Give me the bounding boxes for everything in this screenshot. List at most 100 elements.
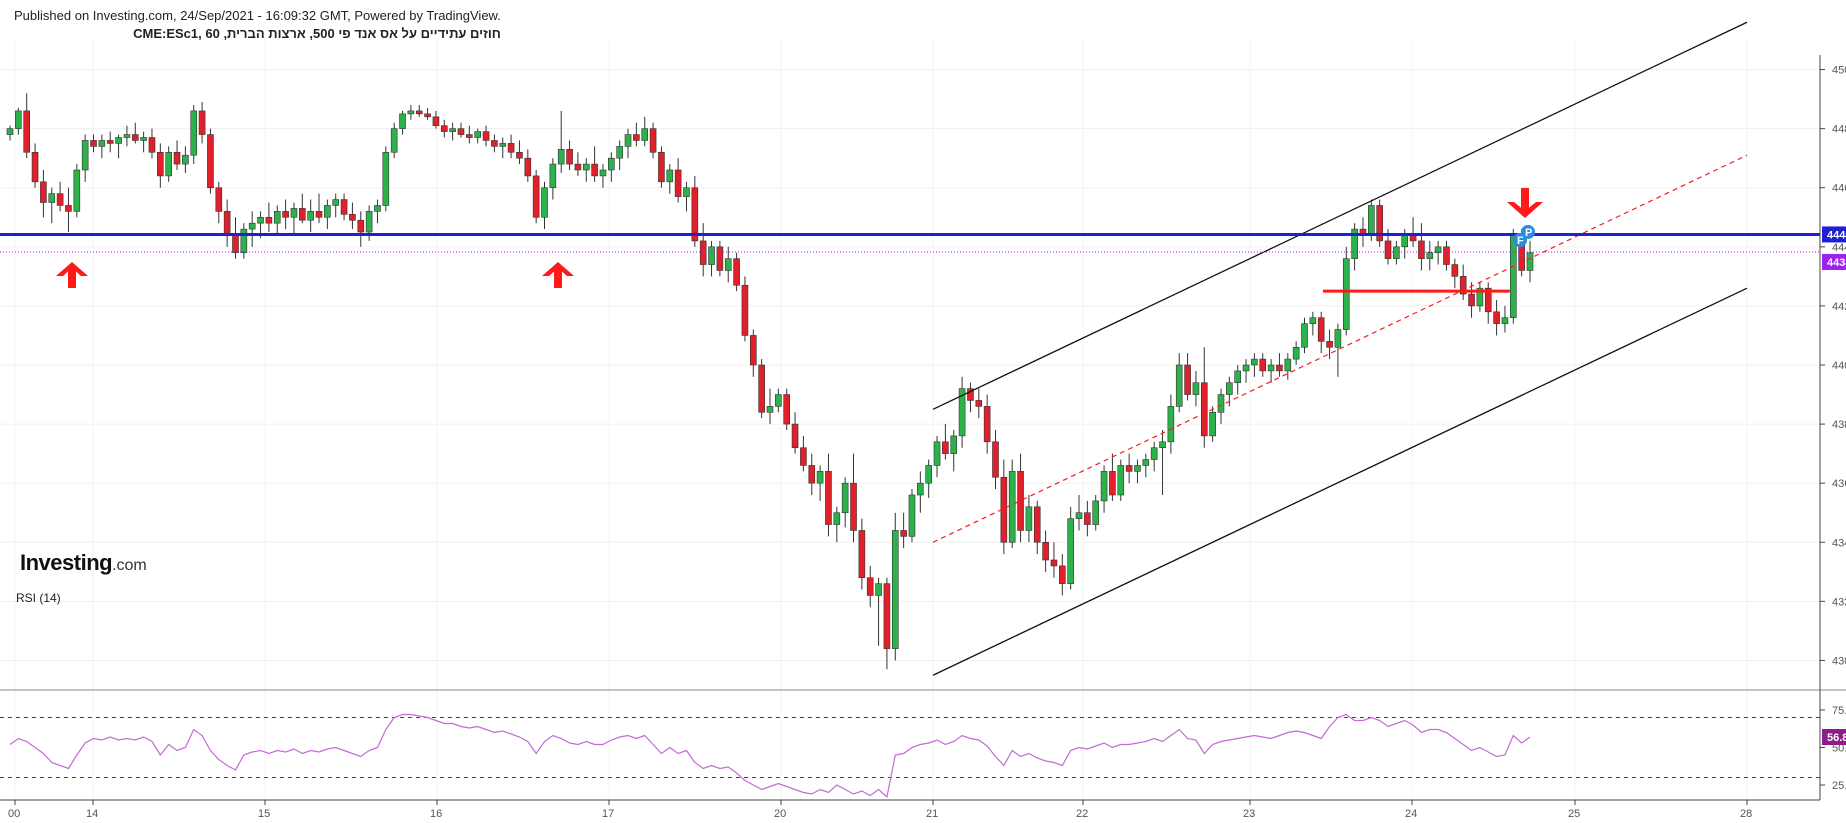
candle <box>1401 234 1409 248</box>
candle <box>967 388 974 401</box>
candle <box>866 577 874 596</box>
y-tick-label: 4340.00 <box>1832 537 1846 549</box>
candle <box>566 149 573 165</box>
candle <box>1050 559 1058 567</box>
candle <box>741 284 749 336</box>
instrument-title: חוזים עתידיים על אס אנד פי 500, ארצות הב… <box>133 26 501 41</box>
candle <box>407 110 415 115</box>
candle <box>1326 341 1333 348</box>
candle <box>1267 364 1275 372</box>
rsi-y-tick-label: 50.0000 <box>1832 743 1846 755</box>
y-tick-label: 4320.00 <box>1832 596 1846 608</box>
logo-suffix: .com <box>112 557 147 574</box>
candle <box>666 169 674 183</box>
candle <box>432 116 440 126</box>
candle <box>1017 471 1024 531</box>
candle <box>800 447 807 466</box>
candle <box>1251 358 1258 366</box>
event-marker-p[interactable] <box>1521 225 1535 239</box>
candle <box>140 137 147 141</box>
candle <box>215 187 223 212</box>
candle <box>182 154 189 165</box>
candle <box>658 151 665 183</box>
candle <box>758 364 765 413</box>
chart-header: Published on Investing.com, 24/Sep/2021 … <box>14 8 501 41</box>
candle <box>48 193 56 203</box>
candle <box>1259 358 1267 372</box>
y-tick-label: 4440.00 <box>1832 242 1846 254</box>
candle <box>198 110 206 135</box>
candle <box>1117 465 1125 496</box>
candle <box>532 175 540 218</box>
candle <box>1342 258 1350 330</box>
x-tick-label: 00 <box>8 808 20 820</box>
candle <box>248 222 256 230</box>
candle <box>1159 441 1166 449</box>
candle <box>23 110 31 153</box>
y-tick-label: 4460.00 <box>1832 183 1846 195</box>
candle <box>724 258 732 271</box>
rsi-title: RSI (14) <box>16 591 61 605</box>
candle <box>1067 518 1074 584</box>
candle <box>900 530 907 537</box>
candle <box>1084 512 1091 525</box>
candle <box>1334 329 1342 348</box>
candle <box>608 157 615 171</box>
candle <box>273 211 281 224</box>
candle <box>1393 246 1400 259</box>
candle <box>1434 246 1442 254</box>
candle <box>499 143 507 147</box>
candle <box>1192 382 1200 395</box>
candle <box>850 482 857 531</box>
candle <box>766 406 774 413</box>
candle <box>825 471 832 525</box>
candle <box>1008 471 1016 543</box>
candle <box>157 151 164 177</box>
candle <box>106 140 114 144</box>
candle <box>131 134 139 141</box>
candle <box>340 199 348 215</box>
candle <box>749 335 757 366</box>
candle <box>207 134 214 189</box>
up-arrow-mid <box>542 262 574 276</box>
candle <box>1476 287 1484 307</box>
candle <box>1451 264 1459 277</box>
candle <box>691 187 699 242</box>
candle <box>232 234 239 254</box>
y-tick-label: 4480.00 <box>1832 124 1846 136</box>
x-tick-label: 23 <box>1243 808 1255 820</box>
candle <box>282 211 289 218</box>
candle <box>925 465 932 484</box>
channel-lower-line <box>932 287 1748 676</box>
rsi-y-tick-label: 25.0000 <box>1832 780 1846 792</box>
candle <box>1075 512 1083 519</box>
candle <box>1317 317 1325 342</box>
candle <box>933 441 941 466</box>
candle <box>549 163 557 189</box>
candle <box>90 140 97 147</box>
candle <box>190 110 198 156</box>
candle <box>1234 370 1241 384</box>
channel-midline <box>932 154 1748 543</box>
candle <box>1184 364 1191 395</box>
candle <box>808 465 816 484</box>
candle <box>1526 252 1534 271</box>
investing-logo: Investing.com <box>20 550 147 576</box>
candle <box>1376 205 1383 242</box>
candle <box>1125 465 1133 472</box>
rsi-last-tag-text: 56.8995 <box>1827 732 1846 744</box>
candle <box>783 394 791 425</box>
event-marker-f-label: F <box>1517 235 1524 247</box>
candle <box>98 140 106 147</box>
candle <box>574 163 582 171</box>
candle <box>123 134 131 138</box>
candle <box>582 163 590 171</box>
candle <box>15 110 22 129</box>
candle <box>557 149 565 165</box>
x-tick-label: 14 <box>86 808 98 820</box>
y-tick-label: 4360.00 <box>1832 478 1846 490</box>
candle <box>81 140 89 171</box>
candle <box>633 134 640 141</box>
